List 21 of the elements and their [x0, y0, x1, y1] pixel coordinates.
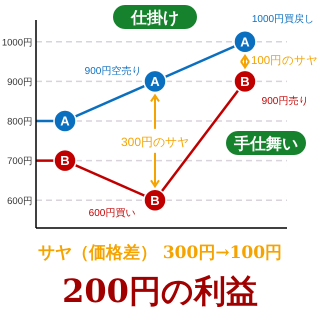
y-tick-label: 700円: [7, 156, 33, 168]
y-tick-label: 900円: [7, 76, 33, 88]
text: A: [150, 74, 160, 89]
annotation: 600円買い: [88, 208, 136, 219]
annotation: 900円空売り: [84, 65, 142, 77]
annotation: 1000円買戻し: [252, 13, 314, 25]
annotation: 仕掛け: [130, 9, 179, 27]
series-label: A: [60, 114, 70, 129]
y-tick-label: 600円: [7, 196, 33, 207]
y-tick-label: 800円: [7, 116, 33, 128]
text: サヤ（価格差） 300円→100円: [38, 243, 282, 263]
annotation: 900円売り: [262, 95, 308, 107]
text: A: [240, 34, 250, 50]
annotation: 300円のサヤ: [120, 135, 190, 149]
text: B: [150, 192, 160, 208]
y-tick-label: 1000円: [2, 37, 33, 48]
annotation: 100円のサヤ: [251, 54, 318, 67]
series-label: B: [60, 153, 70, 168]
text: B: [240, 74, 250, 89]
text: 200円の利益: [62, 272, 258, 310]
annotation: 手仕舞い: [233, 135, 298, 153]
